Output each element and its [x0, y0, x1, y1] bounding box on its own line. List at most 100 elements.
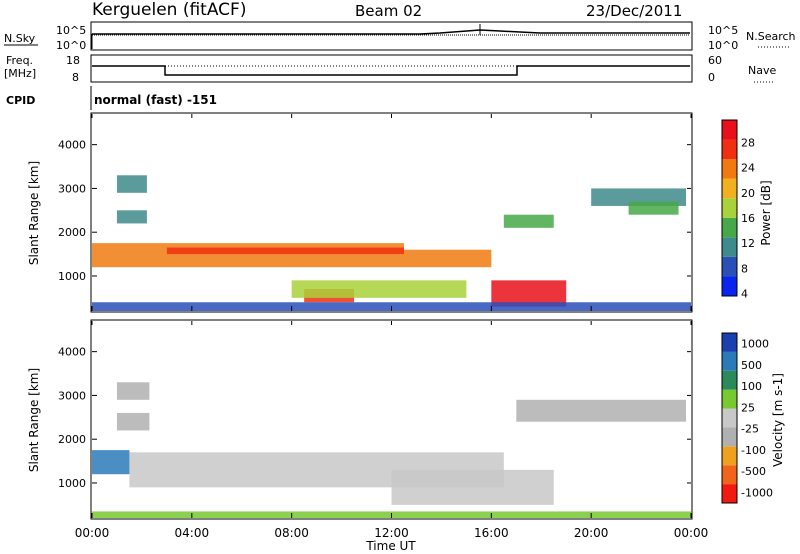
x-tick-label: 20:00	[574, 526, 609, 540]
freq-left-tick-bottom: 8	[72, 71, 79, 84]
x-tick-label: 04:00	[175, 526, 210, 540]
scatter-region	[503, 214, 554, 228]
scatter-region	[403, 249, 492, 268]
y-tick-label: 4000	[58, 139, 86, 152]
noise-sky-trace	[92, 29, 690, 35]
y-tick-label: 1000	[58, 477, 86, 490]
scatter-region	[391, 469, 554, 505]
velocity-ylabel: Slant Range [km]	[27, 368, 41, 472]
colorbar-tick-label: -25	[741, 423, 759, 436]
cpid-label: CPID	[6, 94, 35, 107]
freq-trace	[92, 65, 690, 76]
colorbar-tick-label: 16	[741, 212, 755, 225]
scatter-region	[116, 382, 150, 400]
noise-panel-frame	[90, 21, 693, 51]
x-tick-label: 12:00	[374, 526, 409, 540]
power-y-axis: 4000 3000 2000 1000	[58, 139, 691, 283]
scatter-region	[516, 399, 687, 422]
colorbar-swatch	[722, 256, 737, 277]
colorbar-swatch	[722, 370, 737, 390]
power-colorbar: 28 24 20 16 12 8 4	[721, 119, 755, 300]
colorbar-tick-label: 100	[741, 380, 762, 393]
velocity-colorbar: 1000 500 100 25 -25 -100 -500 -1000	[721, 332, 773, 504]
colorbar-tick-label: 4	[741, 287, 748, 300]
colorbar-swatch	[722, 217, 737, 238]
colorbar-swatch	[722, 120, 737, 140]
colorbar-frame	[721, 332, 738, 504]
colorbar-swatch	[722, 427, 737, 447]
y-tick-label: 3000	[58, 389, 86, 402]
scatter-region	[628, 201, 679, 215]
noise-right-tick-top: 10^5	[708, 24, 738, 37]
velocity-panel-frame	[90, 319, 693, 520]
power-colorbar-label: Power [dB]	[759, 180, 773, 245]
x-tick-label: 16:00	[474, 526, 509, 540]
noise-left-label: N.Sky	[4, 32, 36, 45]
y-tick-label: 4000	[58, 346, 86, 359]
colorbar-swatch	[722, 276, 737, 296]
time-axis: 00:00 04:00 08:00 12:00 16:00 20:00 00:00	[75, 114, 709, 540]
colorbar-tick-label: 28	[741, 137, 755, 150]
velocity-y-axis: 4000 3000 2000 1000	[58, 346, 691, 490]
colorbar-tick-label: 8	[741, 262, 748, 275]
freq-label-line2: [MHz]	[4, 67, 36, 80]
colorbar-swatch	[722, 139, 737, 160]
power-ylabel: Slant Range [km]	[27, 161, 41, 265]
date-title: 23/Dec/2011	[586, 2, 682, 20]
scatter-region	[291, 280, 467, 298]
freq-left-tick-top: 18	[66, 54, 80, 67]
noise-right-label: N.Search	[746, 30, 796, 43]
velocity-heatmap	[92, 382, 691, 518]
colorbar-tick-label: 25	[741, 401, 755, 414]
colorbar-tick-label: 24	[741, 162, 755, 175]
scatter-region	[116, 412, 150, 431]
colorbar-swatch	[722, 237, 737, 257]
colorbar-swatch	[722, 178, 737, 199]
freq-right-tick-bottom: 0	[708, 71, 715, 84]
x-tick-label: 00:00	[674, 526, 709, 540]
colorbar-tick-label: 20	[741, 187, 755, 200]
x-tick-label: 08:00	[274, 526, 309, 540]
colorbar-tick-label: -500	[741, 465, 766, 478]
freq-right-tick-top: 60	[708, 54, 722, 67]
velocity-colorbar-label: Velocity [m s-1]	[771, 373, 785, 467]
colorbar-swatch	[722, 351, 737, 371]
scatter-region	[92, 243, 404, 268]
y-tick-label: 2000	[58, 433, 86, 446]
nave-label: Nave	[748, 64, 776, 77]
colorbar-swatch	[722, 465, 737, 485]
colorbar-swatch	[722, 484, 737, 503]
power-heatmap	[92, 175, 691, 311]
scatter-region	[116, 175, 147, 193]
colorbar-frame	[721, 119, 738, 297]
colorbar-swatch	[722, 389, 737, 409]
time-axis-label: Time UT	[365, 539, 416, 553]
cpid-value: normal (fast) -151	[94, 93, 217, 107]
y-tick-label: 2000	[58, 226, 86, 239]
colorbar-swatch	[722, 446, 737, 466]
noise-left-tick-top: 10^5	[56, 24, 86, 37]
colorbar-tick-label: 12	[741, 237, 755, 250]
colorbar-swatch	[722, 333, 737, 352]
noise-right-tick-bottom: 10^0	[708, 39, 738, 52]
y-tick-label: 3000	[58, 182, 86, 195]
power-panel-frame	[90, 112, 693, 313]
colorbar-tick-label: 1000	[741, 338, 769, 351]
freq-label-line1: Freq.	[6, 54, 33, 67]
noise-left-tick-bottom: 10^0	[56, 39, 86, 52]
scatter-region	[116, 210, 147, 224]
scatter-region	[92, 450, 130, 475]
colorbar-swatch	[722, 408, 737, 428]
colorbar-tick-label: -1000	[741, 486, 773, 499]
colorbar-swatch	[722, 159, 737, 179]
colorbar-swatch	[722, 198, 737, 218]
freq-panel-frame	[90, 54, 693, 83]
colorbar-tick-label: -100	[741, 444, 766, 457]
beam-title: Beam 02	[355, 2, 422, 20]
x-tick-label: 00:00	[75, 526, 110, 540]
station-title: Kerguelen (fitACF)	[92, 0, 246, 20]
scatter-region	[166, 247, 404, 255]
y-tick-label: 1000	[58, 270, 86, 283]
colorbar-tick-label: 500	[741, 359, 762, 372]
